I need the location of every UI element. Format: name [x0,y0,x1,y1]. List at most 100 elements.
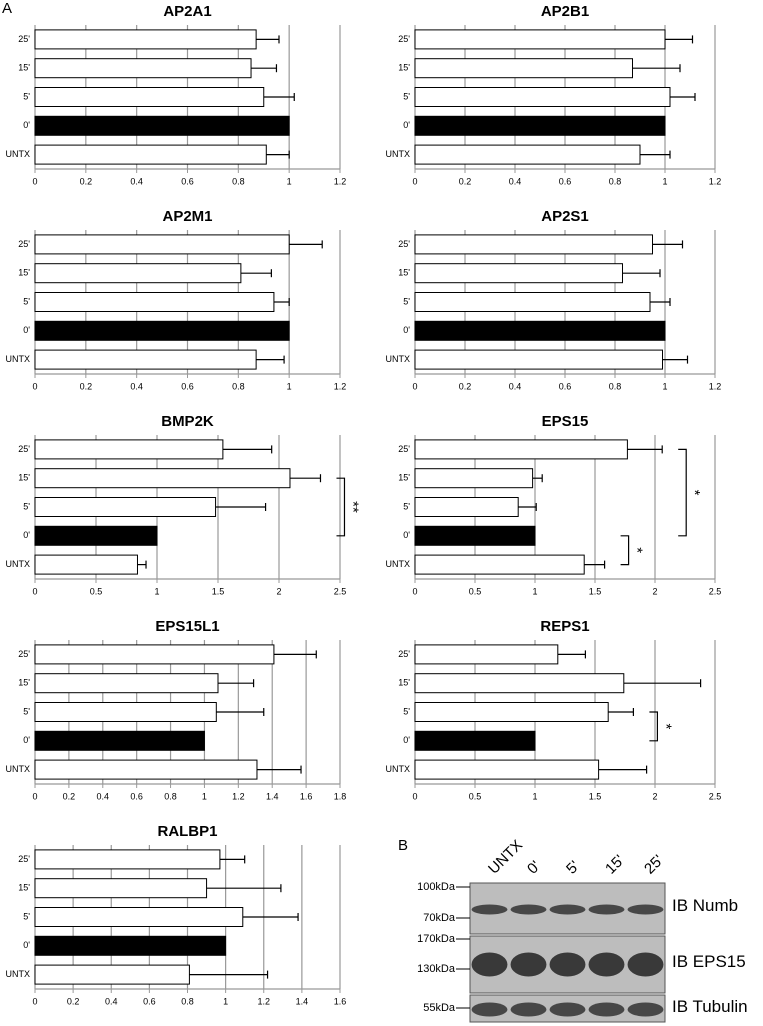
error-bar [662,355,689,364]
error-bar [251,64,278,73]
blot-band [471,904,508,915]
blot-band [471,952,508,977]
x-tick-label: 0.5 [90,586,103,596]
x-tick-label: 0 [32,791,37,801]
bar [34,115,290,136]
blot-band [627,904,664,915]
x-tick-label: 1 [287,381,292,391]
blot-band [510,904,547,915]
blot-band [510,952,547,977]
x-tick-label: 2 [652,791,657,801]
category-label: 25' [398,239,410,249]
x-tick-label: 2 [276,586,281,596]
category-label: UNTX [6,764,31,774]
x-tick-label: 0.8 [232,381,245,391]
x-tick-label: 0 [32,996,37,1006]
bar [34,702,217,722]
category-label: 0' [23,940,30,950]
category-label: 25' [18,34,30,44]
x-tick-label: 2.5 [709,586,722,596]
blot-band [588,1002,625,1017]
category-label: 15' [398,63,410,73]
error-bar [189,970,269,979]
x-tick-label: 0.8 [609,381,622,391]
x-tick-label: 0.4 [130,381,143,391]
x-tick-label: 2 [652,586,657,596]
row-label: IB EPS15 [672,952,746,971]
bar [414,702,609,722]
bar [34,644,275,665]
error-bar [273,298,290,306]
x-tick-label: 0 [412,791,417,801]
chart-title: BMP2K [161,413,214,430]
bar [34,349,257,370]
x-tick-label: 1.2 [334,381,347,391]
error-bar [670,93,696,101]
bar [34,673,219,694]
chart-title: RALBP1 [157,823,217,840]
bar [414,29,666,50]
blot-band [588,904,625,915]
x-tick-label: 0.4 [97,791,110,801]
bar [34,730,205,751]
x-tick-label: 1 [662,381,667,391]
bar [414,644,559,665]
category-label: 15' [398,473,410,483]
category-label: 5' [403,706,410,716]
category-label: 0' [403,120,410,130]
category-label: 5' [23,91,30,101]
x-tick-label: 0.6 [181,176,194,186]
category-label: 25' [398,34,410,44]
category-label: 15' [398,268,410,278]
error-bar [256,35,280,44]
marker-label: 170kDa [417,933,456,945]
bar [34,320,290,341]
x-tick-label: 1.2 [334,176,347,186]
x-tick-label: 0.2 [80,176,93,186]
category-label: 5' [23,911,30,921]
bar [34,234,290,255]
bar [34,263,242,284]
blot-band [627,952,664,977]
category-label: UNTX [6,354,31,364]
significance-label: ** [345,501,362,513]
error-bar [273,650,317,659]
bar [34,759,258,780]
row-label: IB Tubulin [672,997,748,1016]
category-label: UNTX [6,969,31,979]
blot-band [627,1002,664,1017]
bar [414,115,666,136]
significance-label: * [657,723,674,729]
marker-label: 70kDa [423,912,456,924]
marker-label: 130kDa [417,963,456,975]
error-bar [650,298,671,306]
bar [414,673,625,694]
x-tick-label: 1.5 [589,791,602,801]
x-tick-label: 0.5 [469,586,482,596]
category-label: 5' [23,296,30,306]
error-bar [137,560,147,569]
x-tick-label: 1.6 [300,791,313,801]
x-tick-label: 1 [223,996,228,1006]
x-tick-label: 0 [412,586,417,596]
x-tick-label: 0.6 [130,791,143,801]
error-bar [622,269,661,278]
error-bar [584,560,606,569]
category-label: UNTX [386,149,411,159]
x-tick-label: 1.8 [334,791,347,801]
error-bar [532,474,543,483]
chart-title: AP2M1 [162,208,212,225]
error-bar [289,474,322,483]
bar [414,525,536,546]
row-label: IB Numb [672,896,738,915]
significance-bracket [649,711,658,742]
category-label: 0' [403,735,410,745]
category-label: 0' [403,325,410,335]
error-bar [266,150,290,159]
error-bar [665,35,694,44]
category-label: 0' [23,325,30,335]
category-label: UNTX [386,764,411,774]
category-label: 5' [403,296,410,306]
bar [414,349,663,370]
bar [34,878,208,899]
